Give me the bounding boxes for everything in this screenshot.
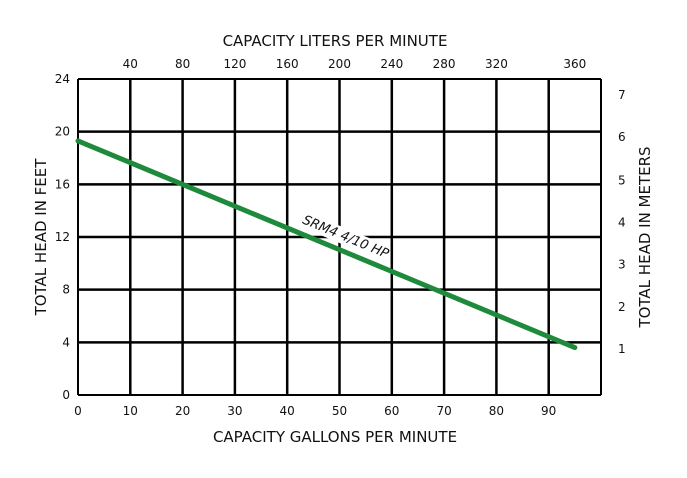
series-layer: SRM4 4/10 HP <box>75 138 578 351</box>
y-tick-label: 4 <box>62 335 70 349</box>
x2-tick-label: 240 <box>380 57 403 71</box>
x2-tick-label: 40 <box>123 57 138 71</box>
y-axis-title: TOTAL HEAD IN FEET <box>32 158 50 317</box>
y2-tick-label: 7 <box>618 88 626 102</box>
x2-tick-label: 320 <box>485 57 508 71</box>
x-tick-label: 30 <box>227 404 242 418</box>
x2-tick-label: 120 <box>223 57 246 71</box>
y2-tick-label: 1 <box>618 342 626 356</box>
x-tick-label: 0 <box>74 404 82 418</box>
y2-tick-label: 4 <box>618 216 626 230</box>
series-line <box>75 138 578 351</box>
y2-axis-title: TOTAL HEAD IN METERS <box>636 146 654 328</box>
y-tick-label: 24 <box>55 72 70 86</box>
y2-tick-label: 2 <box>618 300 626 314</box>
y-tick-label: 0 <box>62 388 70 402</box>
x-tick-label: 20 <box>175 404 190 418</box>
x-tick-label: 90 <box>541 404 556 418</box>
x-tick-label: 70 <box>436 404 451 418</box>
x-tick-label: 10 <box>123 404 138 418</box>
x2-tick-label: 80 <box>175 57 190 71</box>
x-tick-label: 60 <box>384 404 399 418</box>
series-label-bg <box>305 214 386 260</box>
x2-axis-title: CAPACITY LITERS PER MINUTE <box>223 32 448 50</box>
grid <box>77 78 602 396</box>
x-axis-title: CAPACITY GALLONS PER MINUTE <box>213 428 457 446</box>
x2-tick-label: 160 <box>276 57 299 71</box>
y2-tick-label: 6 <box>618 130 626 144</box>
x2-tick-label: 200 <box>328 57 351 71</box>
x-tick-label: 80 <box>489 404 504 418</box>
x2-tick-label: 280 <box>433 57 456 71</box>
y-tick-label: 8 <box>62 283 70 297</box>
y-tick-label: 20 <box>55 125 70 139</box>
x-tick-label: 40 <box>280 404 295 418</box>
y-tick-label: 16 <box>55 177 70 191</box>
y-tick-label: 12 <box>55 230 70 244</box>
y2-tick-label: 5 <box>618 173 626 187</box>
x-tick-label: 50 <box>332 404 347 418</box>
x2-tick-label: 360 <box>563 57 586 71</box>
y2-tick-label: 3 <box>618 258 626 272</box>
